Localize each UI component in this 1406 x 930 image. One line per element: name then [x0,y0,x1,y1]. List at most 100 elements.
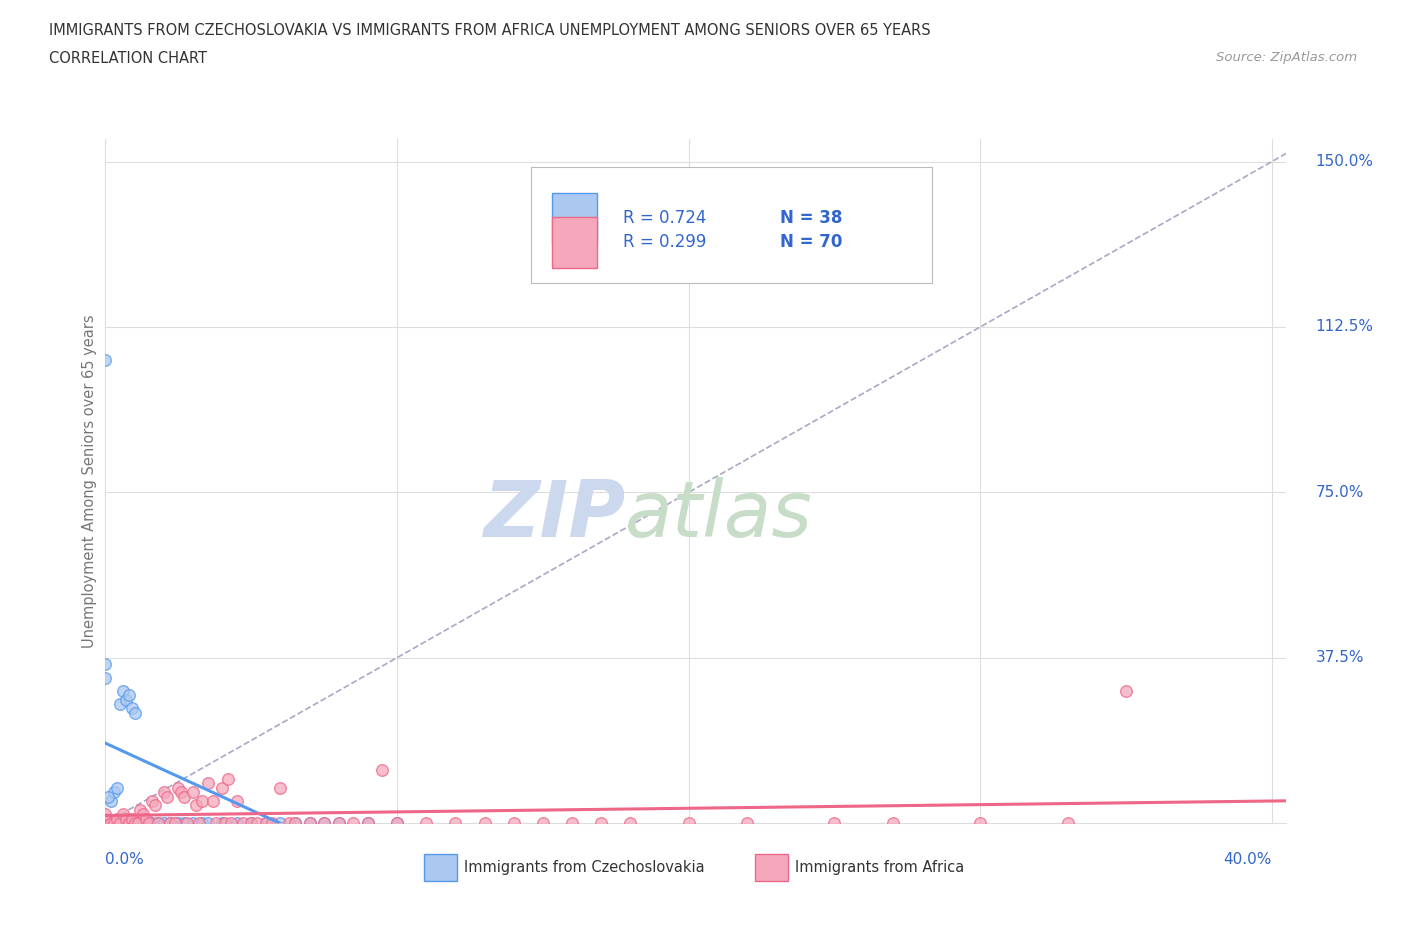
Point [444,816,467,830]
Point [118,687,141,702]
Text: R = 0.724: R = 0.724 [623,209,706,228]
Point [115,811,138,826]
Point [94,811,117,826]
Point [217,772,239,787]
Point [619,816,641,830]
Point [121,811,143,826]
Text: Immigrants from Africa: Immigrants from Africa [796,860,965,875]
Point [103,785,125,800]
Text: Immigrants from Czechoslovakia: Immigrants from Czechoslovakia [464,860,706,875]
Point [342,816,364,830]
Point [298,816,321,830]
Point [94,816,117,830]
Point [176,816,198,830]
Point [211,780,233,795]
Point [170,785,193,800]
Point [159,816,181,830]
Point [181,816,204,830]
Point [124,705,146,720]
Point [531,816,554,830]
Point [108,697,131,711]
Text: ZIP: ZIP [482,477,626,553]
Point [143,798,166,813]
Point [146,816,169,830]
Point [231,816,253,830]
Point [129,803,152,817]
Point [173,790,195,804]
Point [284,816,307,830]
Point [591,816,613,830]
Point [240,816,263,830]
Point [678,816,700,830]
Point [969,816,991,830]
Text: atlas: atlas [626,477,813,553]
Point [167,816,190,830]
Point [146,816,169,830]
Point [561,816,583,830]
Text: 0.0%: 0.0% [105,852,145,867]
Point [129,816,152,830]
Point [385,816,408,830]
Point [187,816,209,830]
Point [138,816,160,830]
Point [97,790,120,804]
Text: IMMIGRANTS FROM CZECHOSLOVAKIA VS IMMIGRANTS FROM AFRICA UNEMPLOYMENT AMONG SENI: IMMIGRANTS FROM CZECHOSLOVAKIA VS IMMIGR… [49,23,931,38]
FancyBboxPatch shape [553,193,596,244]
Y-axis label: Unemployment Among Seniors over 65 years: Unemployment Among Seniors over 65 years [82,314,97,648]
Point [103,816,125,830]
Point [111,684,134,698]
Point [141,793,163,808]
Point [328,816,350,830]
Point [100,793,122,808]
Point [202,793,225,808]
Point [132,811,155,826]
Point [269,816,291,830]
Point [152,816,174,830]
FancyBboxPatch shape [553,217,596,268]
Point [135,811,157,826]
FancyBboxPatch shape [425,854,457,881]
Point [385,816,408,830]
Point [735,816,758,830]
Point [124,816,146,830]
Point [214,816,236,830]
Text: N = 38: N = 38 [780,209,842,228]
Text: 40.0%: 40.0% [1223,852,1272,867]
Point [1115,684,1137,698]
Point [100,816,122,830]
Point [371,763,394,777]
Text: 37.5%: 37.5% [1316,650,1364,665]
Point [190,793,212,808]
Point [190,816,212,830]
Point [197,776,219,790]
Point [105,780,128,795]
Point [94,807,117,822]
Point [882,816,904,830]
Point [260,816,283,830]
Point [159,816,181,830]
Point [254,816,277,830]
Point [138,816,160,830]
Text: 150.0%: 150.0% [1316,154,1374,169]
Point [211,816,233,830]
Text: 75.0%: 75.0% [1316,485,1364,499]
FancyBboxPatch shape [755,854,789,881]
Point [240,816,263,830]
Point [225,793,247,808]
Point [415,816,437,830]
Text: N = 70: N = 70 [780,233,842,251]
Point [127,816,149,830]
Point [184,798,207,813]
Point [246,816,269,830]
Point [502,816,524,830]
Point [115,692,138,707]
Point [328,816,350,830]
Point [167,780,190,795]
Text: R = 0.299: R = 0.299 [623,233,706,251]
Point [105,811,128,826]
Point [108,816,131,830]
Point [205,816,228,830]
Text: CORRELATION CHART: CORRELATION CHART [49,51,207,66]
Point [127,816,149,830]
Point [132,807,155,822]
